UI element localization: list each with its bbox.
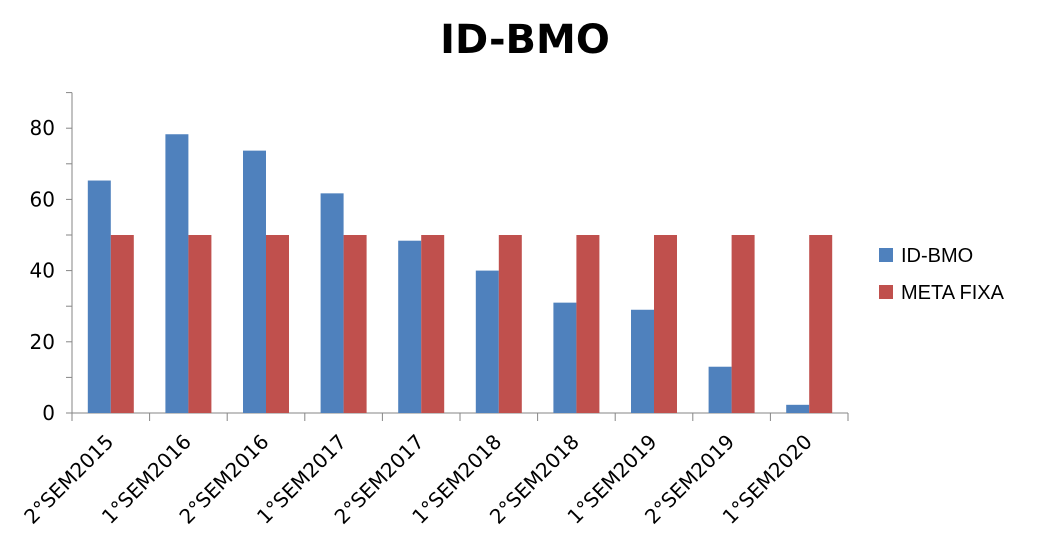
chart-title: ID-BMO — [440, 17, 610, 63]
bar-id-bmo — [165, 134, 189, 413]
bar-meta-fixa — [266, 235, 289, 413]
bar-meta-fixa — [576, 235, 600, 413]
bar-meta-fixa — [188, 235, 212, 413]
legend-swatch — [879, 248, 893, 262]
y-tick-label: 80 — [30, 116, 55, 140]
y-tick-label: 40 — [30, 259, 55, 283]
legend-label: META FIXA — [901, 282, 1005, 304]
bar-id-bmo — [243, 150, 266, 413]
y-tick-label: 60 — [30, 187, 55, 211]
bar-id-bmo — [320, 193, 344, 413]
bar-id-bmo — [708, 366, 732, 413]
legend-swatch — [879, 285, 893, 299]
y-tick-label: 0 — [42, 401, 55, 425]
plot-area: 0204060802°SEM20151°SEM20162°SEM20161°SE… — [19, 92, 849, 529]
bar-id-bmo — [87, 180, 111, 413]
bar-meta-fixa — [654, 235, 677, 413]
bar-meta-fixa — [731, 235, 755, 413]
legend-label: ID-BMO — [901, 245, 973, 267]
bar-meta-fixa — [809, 235, 833, 413]
bar-id-bmo — [475, 270, 499, 413]
bar-meta-fixa — [343, 235, 367, 413]
bar-id-bmo — [631, 309, 654, 413]
bar-meta-fixa — [110, 235, 134, 413]
bar-id-bmo — [398, 240, 422, 413]
bar-id-bmo — [786, 404, 810, 413]
y-tick-label: 20 — [30, 330, 55, 354]
bar-meta-fixa — [498, 235, 522, 413]
bar-id-bmo — [553, 302, 577, 413]
legend: ID-BMO META FIXA — [879, 245, 1005, 304]
bar-meta-fixa — [421, 235, 445, 413]
